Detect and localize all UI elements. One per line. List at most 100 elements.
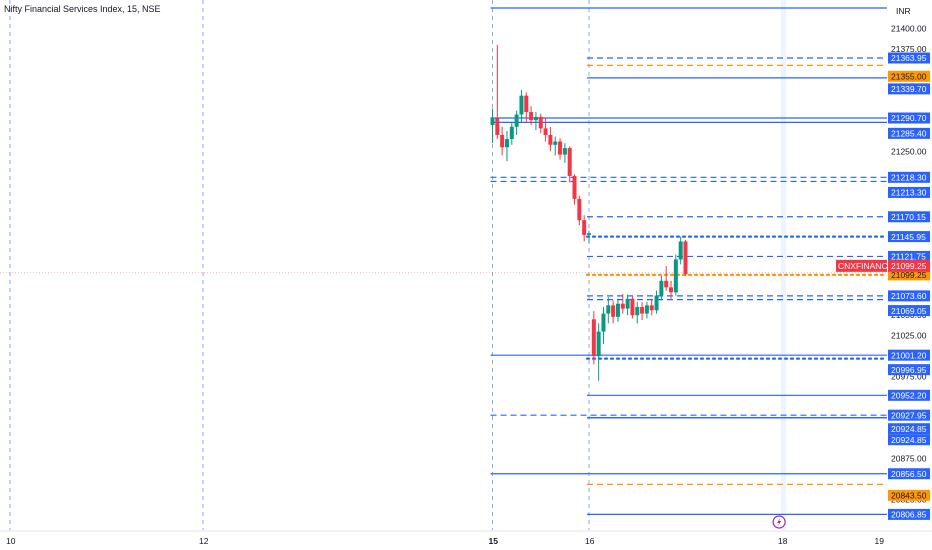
level-price-tag-label: 21069.05 (891, 306, 927, 316)
price-tick-label: 20975.00 (891, 372, 927, 382)
candle-body (630, 298, 635, 316)
level-price-tag-label: 20927.95 (891, 410, 927, 420)
candle-body (500, 134, 505, 148)
level-price-tag-label: 21073.60 (891, 291, 927, 301)
candle-body (587, 233, 591, 235)
candle-body (635, 307, 640, 316)
level-price-tag-label: 20843.50 (891, 491, 927, 501)
level-price-tag (888, 186, 930, 198)
bar-highlight (781, 0, 787, 530)
candles (490, 44, 688, 381)
candle-body (654, 295, 659, 311)
candle-body (615, 303, 620, 317)
candle-body (591, 319, 596, 357)
candle-body (519, 95, 524, 115)
candle-body (606, 305, 611, 314)
candle-body (558, 141, 563, 155)
price-axis: INR21400.0021375.0021325.0021275.0021250… (836, 0, 932, 532)
level-price-tag-label: 21170.15 (891, 212, 926, 222)
level-price-tag (888, 489, 930, 501)
candle-body (601, 313, 606, 332)
level-price-tag (888, 349, 930, 361)
level-price-tag (888, 508, 930, 520)
candle-body (509, 126, 514, 140)
last-price-tag-label: 21099.25 (891, 261, 927, 271)
level-price-tag-label: 21145.95 (891, 232, 926, 242)
level-price-tag (888, 171, 930, 183)
level-price-tag (888, 409, 930, 421)
level-price-tag (888, 423, 930, 435)
level-price-tag (888, 83, 930, 95)
price-tick-label: 21375.00 (891, 44, 927, 54)
level-price-tag-label: 20924.85 (891, 435, 927, 445)
session-separators (9, 0, 787, 530)
candle-body (649, 305, 654, 311)
candle-body (490, 118, 495, 126)
time-tick-label: 15 (489, 536, 499, 546)
candle-body (548, 134, 553, 145)
candle-body (543, 128, 548, 135)
candle-body (538, 116, 543, 129)
symbol-tag-label: CNXFINANCE (838, 261, 894, 271)
level-price-tag-label: 21285.40 (891, 129, 927, 139)
level-price-tag-label: 21290.70 (891, 113, 927, 123)
level-price-tag (888, 250, 930, 262)
level-price-tag-label: 20952.20 (891, 391, 927, 401)
candle-body (664, 280, 669, 288)
level-price-tag (888, 305, 930, 317)
candle-body (524, 95, 529, 113)
level-price-tag (888, 231, 930, 243)
level-price-tag (888, 389, 930, 401)
level-price-tag-label: 21099.25 (891, 270, 927, 280)
level-price-tag (888, 290, 930, 302)
candle-body (644, 305, 649, 314)
level-price-tag (888, 468, 930, 480)
symbol-tag (836, 259, 887, 272)
level-price-tag-label: 21218.30 (891, 173, 927, 183)
level-price-tag-label: 20806.85 (891, 510, 927, 520)
level-price-tag (888, 364, 930, 376)
candle-body (659, 280, 664, 296)
level-price-tag (888, 434, 930, 446)
level-price-tag (888, 112, 930, 124)
level-price-tag-label: 21339.70 (891, 84, 927, 94)
lightning-bolt (777, 518, 782, 526)
chart-title: Nifty Financial Services Index, 15, NSE (4, 4, 161, 14)
level-price-tag-label: 21213.30 (891, 188, 927, 198)
candle-body (640, 307, 645, 314)
time-axis: 10121516181922232425 (0, 530, 932, 546)
candle-body (596, 331, 601, 357)
level-price-tag (888, 127, 930, 139)
level-price-tag (888, 211, 930, 223)
candle-body (514, 114, 519, 127)
level-price-tag-label: 20996.95 (891, 365, 927, 375)
level-price-tag-label: 20924.85 (891, 424, 927, 434)
candle-body (533, 116, 538, 121)
time-tick-label: 10 (6, 536, 16, 546)
level-price-tag (888, 52, 930, 64)
last-price-tag (888, 259, 930, 272)
level-price-tag-label: 21001.20 (891, 350, 927, 360)
candle-body (553, 141, 558, 145)
time-tick-label: 12 (199, 536, 209, 546)
price-tick-label: 21400.00 (891, 23, 927, 33)
horizontal-levels (490, 7, 889, 515)
currency-label: INR (896, 6, 911, 16)
candle-body (620, 303, 625, 309)
level-price-tag-label: 21355.00 (891, 72, 927, 82)
candle-body (504, 139, 509, 148)
candle-body (577, 198, 582, 221)
price-tick-label: 21025.00 (891, 331, 927, 341)
level-price-tag-label: 20856.50 (891, 469, 927, 479)
candle-body (582, 220, 587, 235)
candle-body (495, 118, 500, 135)
price-tick-label: 20875.00 (891, 454, 927, 464)
time-tick-label: 19 (875, 536, 885, 546)
time-tick-label: 18 (778, 536, 788, 546)
level-price-tag (888, 269, 930, 281)
candle-body (673, 259, 678, 293)
candle-body (683, 241, 688, 275)
event-marker (772, 515, 786, 529)
level-price-tag-label: 21121.75 (891, 252, 926, 262)
